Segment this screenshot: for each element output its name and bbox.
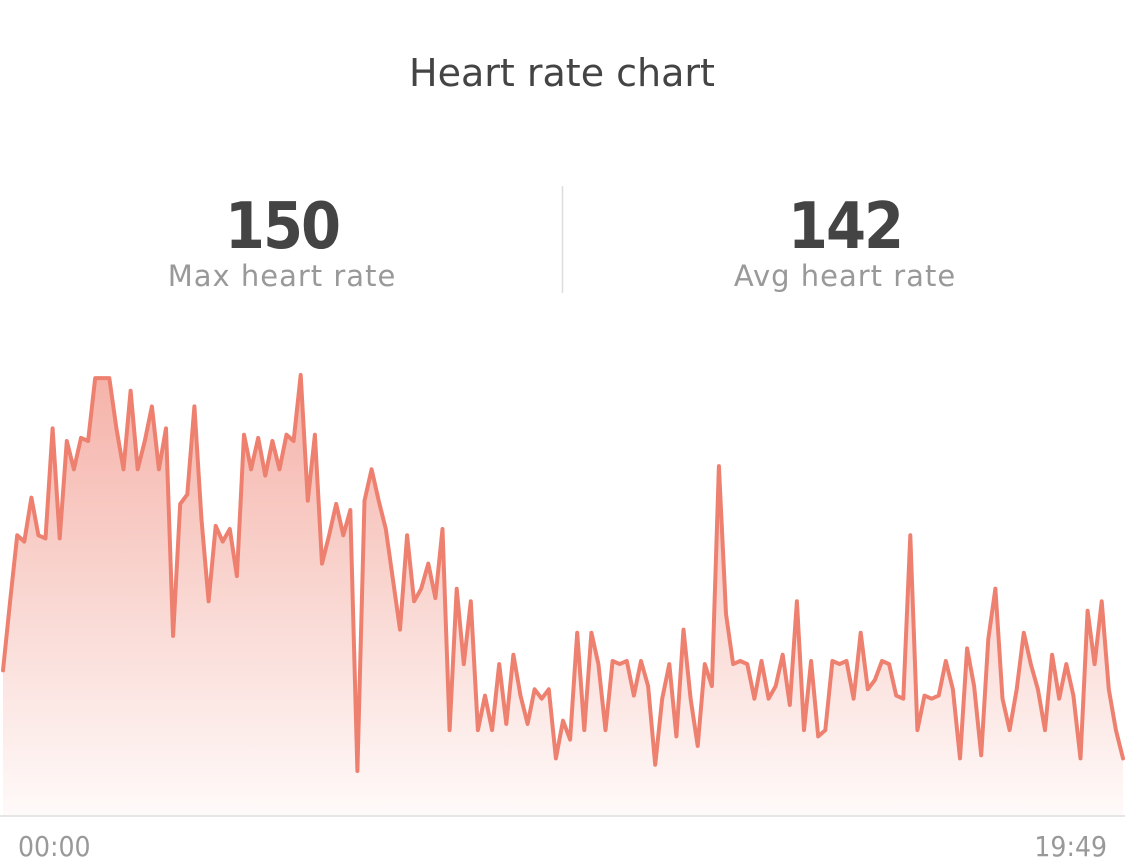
chart-title: Heart rate chart <box>409 51 715 95</box>
area-fill <box>3 375 1123 815</box>
avg-label: Avg heart rate <box>734 259 956 293</box>
max-value: 150 <box>225 190 339 264</box>
max-label: Max heart rate <box>168 259 397 293</box>
avg-value: 142 <box>788 190 902 264</box>
x-label-start: 00:00 <box>18 830 91 863</box>
heart-rate-line <box>1 373 1125 773</box>
x-label-end: 19:49 <box>1034 830 1107 863</box>
